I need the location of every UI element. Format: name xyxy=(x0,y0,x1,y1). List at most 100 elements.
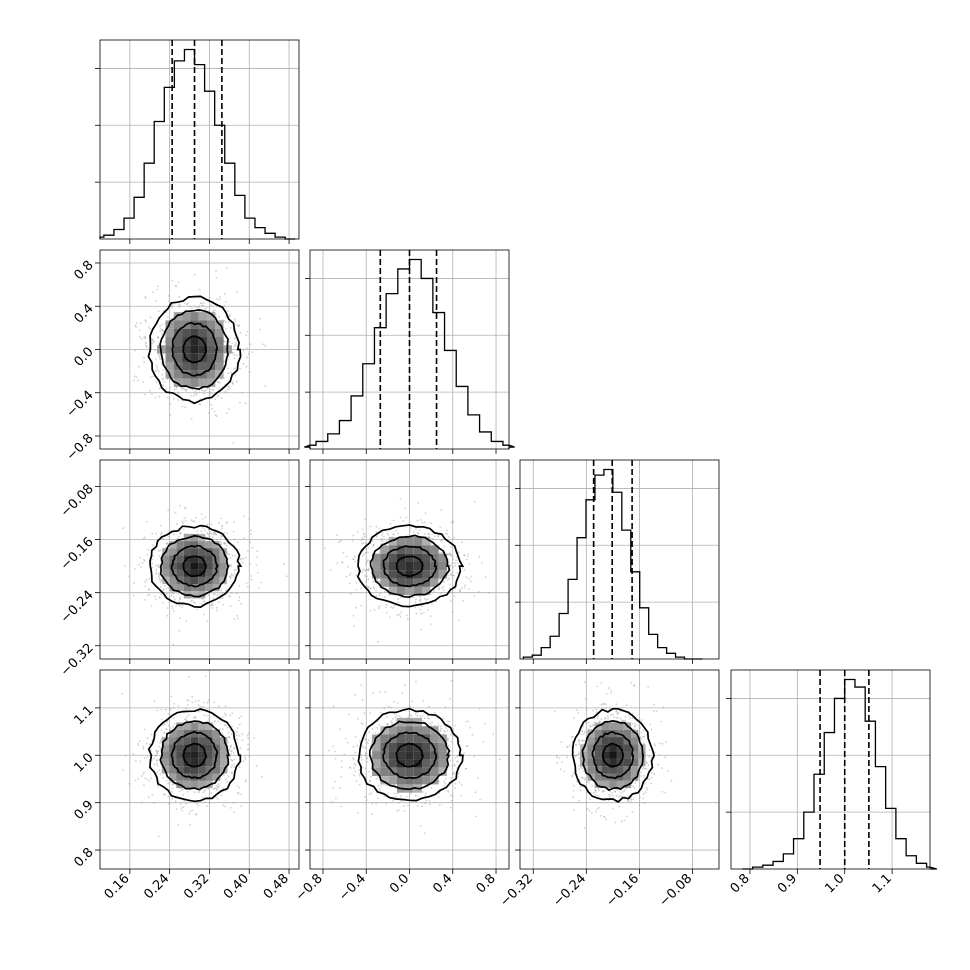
sample-point xyxy=(363,535,366,538)
sample-point xyxy=(213,309,216,311)
sample-point xyxy=(381,531,384,534)
sample-point xyxy=(450,799,453,802)
sample-point xyxy=(152,340,155,343)
sample-point xyxy=(144,337,147,340)
sample-point xyxy=(156,764,159,767)
sample-point xyxy=(468,562,471,565)
sample-point xyxy=(416,519,419,522)
sample-point xyxy=(235,342,237,345)
y-tick-label: −0.16 xyxy=(58,535,97,574)
sample-point xyxy=(134,349,137,352)
sample-point xyxy=(373,609,376,611)
sample-point xyxy=(172,725,175,728)
sample-point xyxy=(378,787,381,790)
sample-point xyxy=(151,532,154,535)
sample-point xyxy=(227,385,230,388)
sample-point xyxy=(467,553,470,556)
sample-point xyxy=(230,766,233,769)
sample-point xyxy=(449,546,452,548)
sample-point xyxy=(146,756,149,759)
sample-point xyxy=(216,593,219,596)
sample-point xyxy=(361,699,364,702)
sample-point xyxy=(384,690,387,693)
sample-point xyxy=(449,759,452,762)
sample-point xyxy=(196,608,199,611)
sample-point xyxy=(327,749,330,752)
sample-point xyxy=(440,592,442,595)
sample-point xyxy=(218,387,221,389)
sample-point xyxy=(155,381,158,383)
sample-point xyxy=(211,388,214,391)
density-cell xyxy=(372,562,381,571)
sample-point xyxy=(156,771,159,774)
sample-point xyxy=(425,799,427,802)
sample-point xyxy=(211,408,213,410)
sample-point xyxy=(375,535,378,538)
density-cell xyxy=(380,578,389,587)
sample-point xyxy=(460,784,463,786)
scatter-panel-3-0: 0.16 0.24 0.32 0.40 0.480.80.91.01.1 xyxy=(71,669,300,902)
sample-point xyxy=(451,611,454,613)
sample-point xyxy=(423,717,426,720)
sample-point xyxy=(221,592,224,594)
sample-point xyxy=(383,535,385,538)
sample-point xyxy=(215,277,218,279)
sample-point xyxy=(409,530,411,532)
sample-point xyxy=(183,517,186,519)
sample-point xyxy=(239,367,242,370)
sample-point xyxy=(156,709,159,712)
sample-point xyxy=(159,355,161,357)
sample-point xyxy=(208,297,211,299)
sample-point xyxy=(156,367,159,369)
density-cell xyxy=(207,312,216,321)
sample-point xyxy=(418,599,421,602)
sample-point xyxy=(147,326,150,328)
sample-point xyxy=(336,562,339,565)
sample-point xyxy=(172,593,175,595)
x-tick-label: 0.24 xyxy=(141,871,172,902)
sample-point xyxy=(235,734,238,736)
sample-point xyxy=(368,567,370,570)
sample-point xyxy=(175,387,178,390)
density-cell xyxy=(198,320,207,329)
sample-point xyxy=(380,784,383,787)
sample-point xyxy=(166,316,169,318)
sample-point xyxy=(199,398,202,400)
sample-point xyxy=(151,562,154,565)
sample-point xyxy=(427,609,429,611)
sample-point xyxy=(143,361,146,363)
sample-point xyxy=(148,743,151,745)
sample-point xyxy=(428,800,431,802)
sample-point xyxy=(162,385,165,387)
sample-point xyxy=(408,705,411,707)
sample-point xyxy=(146,520,148,523)
contour-level-2 xyxy=(159,309,229,390)
sample-point xyxy=(155,572,158,575)
sample-point xyxy=(465,720,467,723)
sample-point xyxy=(446,738,449,740)
sample-point xyxy=(199,403,202,406)
histogram-frame-0 xyxy=(99,39,300,240)
sample-point xyxy=(355,780,358,782)
sample-point xyxy=(158,577,161,580)
sample-point xyxy=(392,519,395,522)
sample-point xyxy=(364,755,367,757)
sample-point xyxy=(213,410,216,413)
density-cell xyxy=(205,541,213,549)
sample-point xyxy=(231,352,234,355)
sample-point xyxy=(152,291,154,293)
sample-point xyxy=(231,382,234,384)
sample-point xyxy=(158,572,160,575)
density-cell xyxy=(198,766,206,774)
sample-point xyxy=(428,705,430,708)
sample-point xyxy=(378,605,381,608)
sample-point xyxy=(159,586,162,589)
sample-point xyxy=(443,729,445,732)
sample-point xyxy=(377,784,380,787)
sample-point xyxy=(379,711,382,714)
y-tick-label: −0.32 xyxy=(58,641,97,680)
sample-point xyxy=(177,281,180,284)
sample-point xyxy=(178,630,181,632)
sample-point xyxy=(374,732,377,734)
